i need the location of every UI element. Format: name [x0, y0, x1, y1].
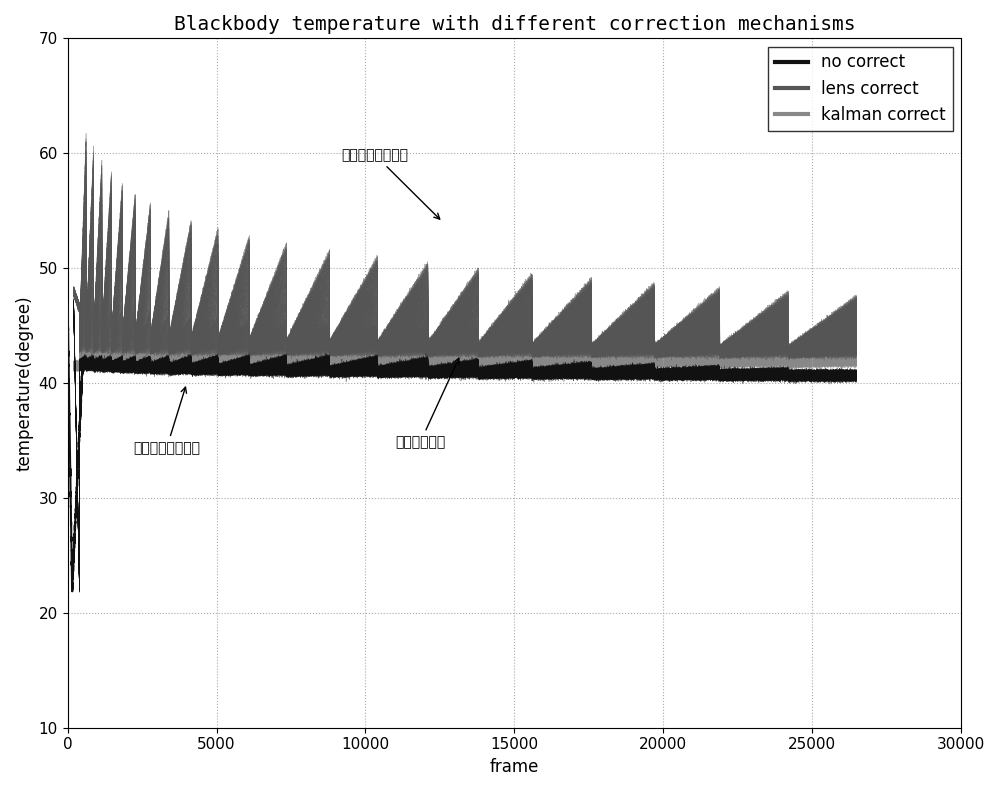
Y-axis label: temperature(degree): temperature(degree) — [15, 295, 33, 471]
Legend: no correct, lens correct, kalman correct: no correct, lens correct, kalman correct — [768, 47, 953, 131]
Text: 卡尔曼滤波器: 卡尔曼滤波器 — [395, 358, 459, 449]
Title: Blackbody temperature with different correction mechanisms: Blackbody temperature with different cor… — [174, 15, 855, 34]
Text: 迭代温漂补偿机制: 迭代温漂补偿机制 — [342, 148, 440, 219]
X-axis label: frame: frame — [490, 758, 539, 776]
Text: 不加温漂补偿机制: 不加温漂补偿机制 — [133, 387, 200, 455]
